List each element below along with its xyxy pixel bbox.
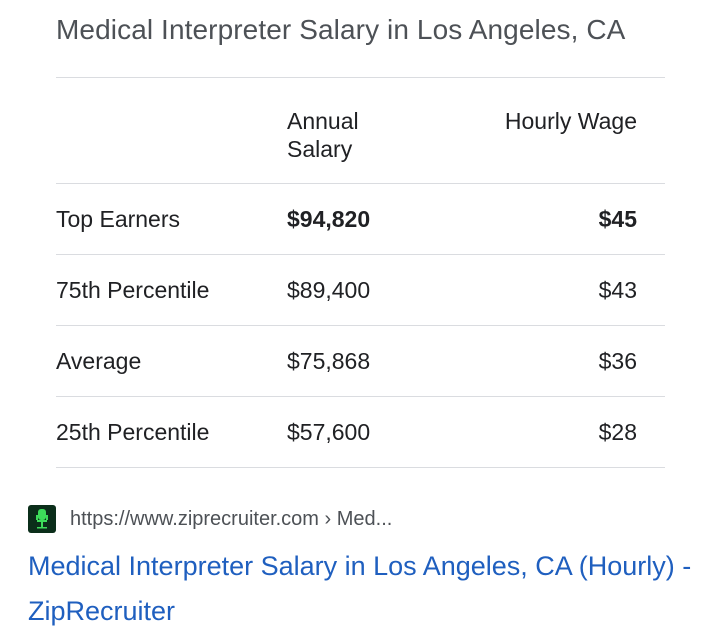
row-annual-value: $75,868 [287, 348, 371, 374]
table-row: Top Earners $94,820 $45 [56, 183, 665, 254]
header-hourly-wage: Hourly Wage [504, 108, 637, 134]
row-hourly-value: $36 [598, 348, 637, 374]
row-annual-value: $89,400 [287, 277, 371, 303]
row-label: Average [56, 348, 142, 374]
header-annual-salary: Annual Salary [287, 108, 359, 162]
row-annual-value: $57,600 [287, 419, 371, 445]
table-row: 75th Percentile $89,400 $43 [56, 254, 665, 325]
ziprecruiter-chair-icon [28, 505, 56, 533]
row-label: 25th Percentile [56, 419, 210, 445]
row-label: Top Earners [56, 206, 181, 232]
table-header-row: Annual Salary Hourly Wage [56, 77, 665, 183]
result-title-link[interactable]: Medical Interpreter Salary in Los Angele… [28, 551, 692, 626]
row-hourly-value: $28 [598, 419, 637, 445]
row-hourly-value: $45 [598, 206, 637, 232]
card-title: Medical Interpreter Salary in Los Angele… [56, 14, 626, 45]
row-label: 75th Percentile [56, 277, 210, 303]
table-row: 25th Percentile $57,600 $28 [56, 396, 665, 468]
source-row[interactable]: https://www.ziprecruiter.com › Med... [28, 504, 392, 534]
salary-table: Annual Salary Hourly Wage Top Earners $9… [56, 77, 665, 468]
table-row: Average $75,868 $36 [56, 325, 665, 396]
row-annual-value: $94,820 [287, 206, 371, 232]
source-url[interactable]: https://www.ziprecruiter.com › Med... [70, 507, 393, 530]
row-hourly-value: $43 [598, 277, 637, 303]
